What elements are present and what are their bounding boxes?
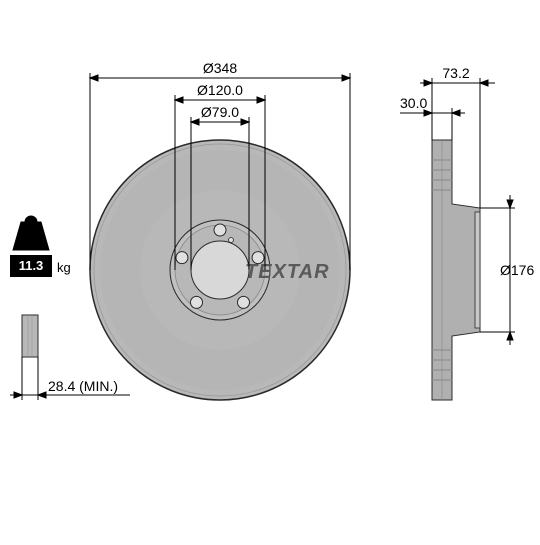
front-view: TEXTAR (90, 140, 350, 400)
brand-label: TEXTAR (245, 261, 330, 283)
diagram-container: { "disc": { "outer_diameter_label": "Ø34… (0, 0, 540, 540)
engineering-drawing: TEXTAR Ø348 Ø120.0 Ø79.0 11.3 kg (0, 0, 540, 540)
dim-outer-diameter: Ø348 (203, 60, 237, 76)
dim-min-thickness: 28.4 (MIN.) (48, 378, 118, 394)
weight-unit: kg (57, 260, 71, 275)
weight-value: 11.3 (19, 258, 44, 273)
weight-indicator: 11.3 kg (10, 216, 71, 277)
dim-center-bore: Ø79.0 (201, 104, 239, 120)
dim-hub-diameter-h: Ø176 (500, 262, 534, 278)
dim-side-width: 73.2 (442, 65, 469, 81)
dim-bolt-circle: Ø120.0 (197, 82, 243, 98)
side-view (432, 140, 480, 400)
dim-side-thickness: 30.0 (400, 95, 427, 111)
